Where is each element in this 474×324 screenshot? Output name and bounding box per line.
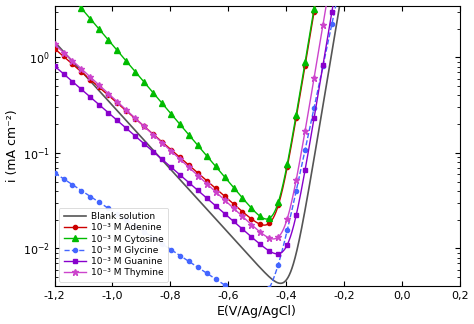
Line: Blank solution: Blank solution	[55, 0, 461, 283]
10⁻³ M Glycine	[208, 274, 213, 278]
Blank solution	[208, 211, 213, 215]
Line: 10⁻³ M Cytosine: 10⁻³ M Cytosine	[52, 0, 464, 222]
10⁻³ M Cytosine	[208, 158, 213, 162]
Line: 10⁻³ M Guanine: 10⁻³ M Guanine	[53, 0, 463, 256]
Line: 10⁻³ M Glycine: 10⁻³ M Glycine	[53, 0, 463, 302]
Blank solution	[122, 117, 128, 121]
10⁻³ M Adenine	[208, 182, 213, 186]
10⁻³ M Glycine	[225, 285, 231, 289]
Line: 10⁻³ M Thymine: 10⁻³ M Thymine	[51, 0, 465, 242]
10⁻³ M Guanine	[122, 125, 128, 129]
10⁻³ M Thymine	[98, 85, 104, 89]
10⁻³ M Guanine	[208, 200, 213, 203]
10⁻³ M Thymine	[208, 185, 213, 189]
10⁻³ M Guanine	[274, 252, 280, 256]
10⁻³ M Adenine	[52, 47, 57, 51]
10⁻³ M Adenine	[262, 223, 267, 227]
10⁻³ M Glycine	[252, 298, 258, 302]
10⁻³ M Cytosine	[225, 179, 231, 183]
10⁻³ M Adenine	[122, 108, 128, 112]
Blank solution	[98, 91, 104, 95]
10⁻³ M Adenine	[98, 87, 104, 91]
10⁻³ M Guanine	[225, 215, 231, 219]
10⁻³ M Glycine	[52, 171, 57, 175]
10⁻³ M Cytosine	[122, 58, 128, 62]
X-axis label: E(V/Ag/AgCl): E(V/Ag/AgCl)	[217, 306, 297, 318]
Y-axis label: i (mA cm⁻²): i (mA cm⁻²)	[6, 110, 18, 182]
10⁻³ M Guanine	[52, 64, 57, 68]
10⁻³ M Guanine	[98, 104, 104, 108]
Legend: Blank solution, 10⁻³ M Adenine, 10⁻³ M Cytosine, 10⁻³ M Glycine, 10⁻³ M Guanine,: Blank solution, 10⁻³ M Adenine, 10⁻³ M C…	[59, 208, 168, 282]
10⁻³ M Glycine	[98, 202, 104, 205]
10⁻³ M Cytosine	[98, 29, 104, 33]
10⁻³ M Thymine	[52, 42, 57, 46]
Blank solution	[278, 281, 283, 285]
Blank solution	[52, 40, 57, 44]
10⁻³ M Adenine	[225, 197, 231, 201]
10⁻³ M Cytosine	[264, 217, 269, 221]
10⁻³ M Thymine	[271, 237, 276, 241]
Line: 10⁻³ M Adenine: 10⁻³ M Adenine	[53, 0, 463, 227]
10⁻³ M Thymine	[122, 107, 128, 111]
10⁻³ M Glycine	[122, 217, 128, 221]
Blank solution	[225, 231, 231, 235]
10⁻³ M Thymine	[225, 202, 231, 205]
